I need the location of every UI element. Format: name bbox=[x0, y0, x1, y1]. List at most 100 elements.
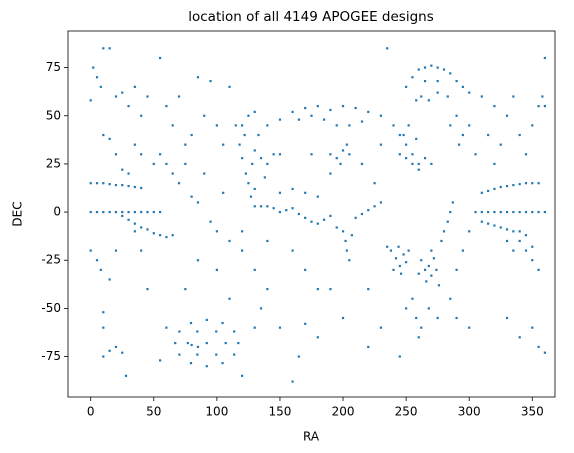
point bbox=[518, 183, 521, 186]
point bbox=[446, 220, 449, 223]
point bbox=[505, 184, 509, 188]
point bbox=[108, 349, 111, 352]
point bbox=[354, 106, 357, 110]
point bbox=[127, 210, 130, 214]
point bbox=[99, 85, 102, 88]
point bbox=[152, 232, 155, 235]
point bbox=[102, 326, 105, 329]
chart-title: location of all 4149 APOGEE designs bbox=[188, 9, 434, 25]
point bbox=[222, 143, 225, 146]
point bbox=[222, 191, 225, 194]
y-tick-label: 25 bbox=[46, 156, 61, 170]
point bbox=[228, 297, 231, 300]
point bbox=[152, 210, 155, 214]
point bbox=[304, 191, 307, 194]
point bbox=[348, 124, 351, 127]
point bbox=[259, 205, 263, 208]
point bbox=[512, 184, 515, 187]
point bbox=[442, 230, 446, 233]
point bbox=[102, 182, 105, 185]
point bbox=[427, 99, 430, 102]
point bbox=[493, 105, 496, 108]
point bbox=[184, 288, 187, 291]
point bbox=[398, 133, 401, 137]
point bbox=[190, 133, 193, 137]
point bbox=[487, 210, 490, 214]
point bbox=[411, 76, 414, 79]
point bbox=[266, 124, 269, 127]
point bbox=[253, 110, 256, 114]
point bbox=[133, 230, 136, 233]
point bbox=[316, 336, 319, 339]
point bbox=[165, 162, 168, 166]
x-tick-label: 150 bbox=[269, 405, 292, 419]
point bbox=[411, 297, 414, 300]
point bbox=[493, 210, 496, 214]
point bbox=[518, 210, 521, 214]
point bbox=[350, 234, 353, 237]
point bbox=[474, 210, 477, 214]
point bbox=[335, 226, 338, 229]
point bbox=[543, 56, 547, 60]
point bbox=[171, 234, 174, 237]
point bbox=[402, 133, 405, 137]
point bbox=[178, 353, 181, 356]
point bbox=[99, 268, 102, 271]
x-tick-label: 350 bbox=[521, 405, 544, 419]
point bbox=[493, 187, 496, 191]
point bbox=[253, 268, 256, 271]
point bbox=[379, 201, 382, 204]
point bbox=[233, 353, 236, 356]
point bbox=[89, 99, 92, 102]
point bbox=[415, 316, 418, 320]
point bbox=[461, 85, 464, 88]
point bbox=[531, 326, 534, 329]
point bbox=[531, 210, 534, 214]
point bbox=[423, 79, 427, 83]
point bbox=[474, 153, 477, 156]
x-tick-label: 100 bbox=[205, 405, 228, 419]
point bbox=[392, 124, 395, 127]
point bbox=[480, 210, 483, 214]
point bbox=[310, 220, 313, 223]
point bbox=[405, 85, 408, 88]
point bbox=[121, 184, 124, 187]
point bbox=[159, 359, 162, 362]
point bbox=[367, 345, 370, 349]
point bbox=[241, 374, 244, 377]
point bbox=[487, 133, 490, 137]
point bbox=[493, 162, 496, 166]
point bbox=[127, 172, 130, 175]
point bbox=[430, 249, 433, 252]
point bbox=[304, 322, 307, 325]
point bbox=[114, 153, 118, 156]
point bbox=[159, 153, 162, 156]
point bbox=[341, 149, 345, 152]
point bbox=[417, 272, 420, 275]
point bbox=[205, 318, 208, 322]
point bbox=[190, 195, 193, 198]
point bbox=[323, 118, 326, 121]
point bbox=[455, 316, 458, 320]
point bbox=[234, 124, 237, 127]
point bbox=[259, 157, 263, 160]
point bbox=[411, 162, 414, 166]
point bbox=[398, 264, 401, 268]
point bbox=[505, 228, 509, 231]
point bbox=[121, 210, 124, 214]
point bbox=[499, 185, 502, 189]
point bbox=[165, 326, 168, 329]
point bbox=[344, 239, 347, 243]
point bbox=[133, 222, 136, 225]
point bbox=[480, 95, 483, 98]
point bbox=[360, 120, 364, 123]
point bbox=[524, 182, 528, 185]
point bbox=[140, 249, 143, 252]
point bbox=[427, 264, 430, 268]
point bbox=[140, 186, 143, 190]
point bbox=[241, 124, 244, 127]
point bbox=[278, 210, 282, 214]
point bbox=[427, 307, 430, 310]
point bbox=[461, 133, 464, 137]
point bbox=[398, 355, 401, 358]
